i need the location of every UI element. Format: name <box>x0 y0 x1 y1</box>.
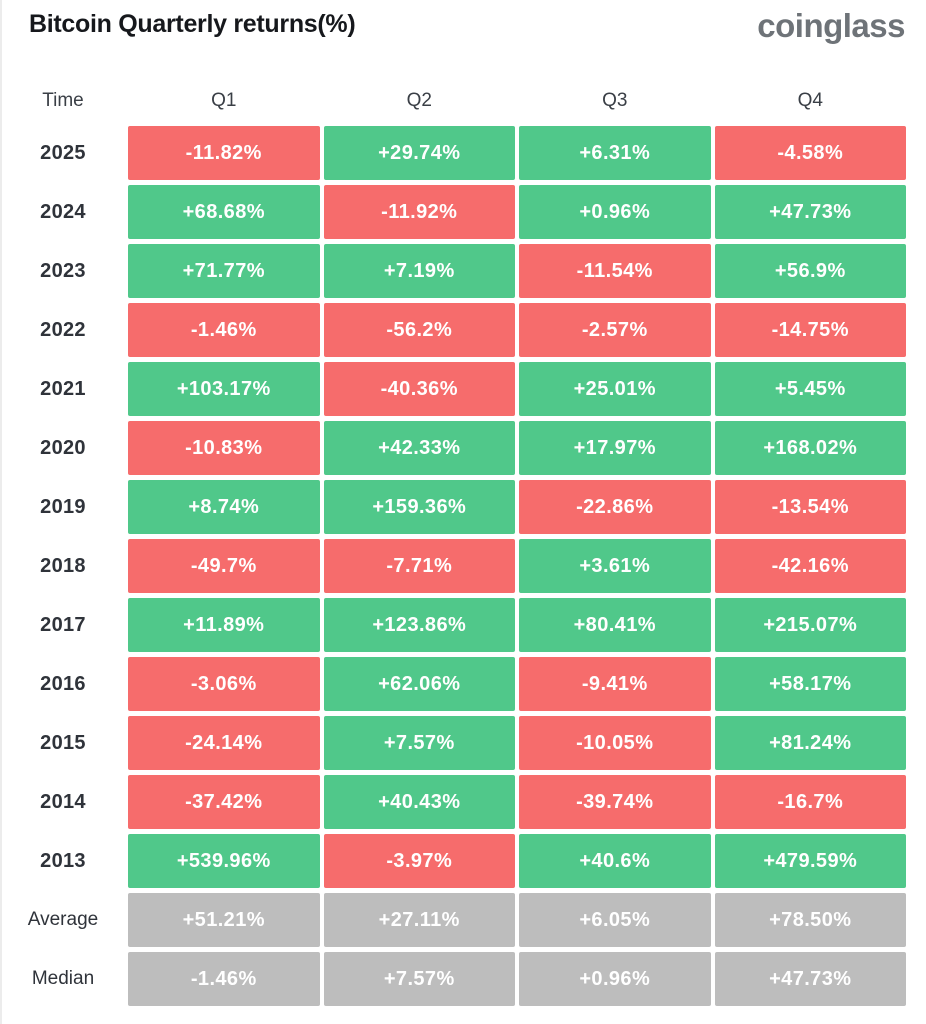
row-label: 2025 <box>40 141 86 164</box>
return-cell: -11.92% <box>323 185 515 239</box>
return-cell: +47.73% <box>714 185 906 239</box>
row-label: 2016 <box>40 672 86 695</box>
column-header-q1: Q1 <box>211 90 237 111</box>
return-cell: -10.05% <box>519 716 711 770</box>
return-cell: -4.58% <box>714 126 906 180</box>
column-header-q2: Q2 <box>406 90 432 111</box>
row-label: 2022 <box>40 318 86 341</box>
return-cell: +7.57% <box>323 716 515 770</box>
return-cell: -13.54% <box>714 480 906 534</box>
row-label: 2018 <box>40 554 86 577</box>
return-cell: +103.17% <box>128 362 320 416</box>
return-cell: -11.54% <box>519 244 711 298</box>
row-label: 2021 <box>40 377 86 400</box>
return-cell: +6.05% <box>519 893 711 947</box>
return-cell: -3.97% <box>323 834 515 888</box>
return-cell: -56.2% <box>323 303 515 357</box>
return-cell: +539.96% <box>128 834 320 888</box>
row-label: 2019 <box>40 495 86 518</box>
return-cell: +51.21% <box>128 893 320 947</box>
return-cell: +25.01% <box>519 362 711 416</box>
return-cell: +78.50% <box>714 893 906 947</box>
return-cell: +123.86% <box>323 598 515 652</box>
column-header-time: Time <box>42 90 84 111</box>
return-cell: +168.02% <box>714 421 906 475</box>
page-title: Bitcoin Quarterly returns(%) <box>29 10 356 38</box>
row-label: 2013 <box>40 849 86 872</box>
return-cell: -16.7% <box>714 775 906 829</box>
row-label: 2020 <box>40 436 86 459</box>
row-label: 2017 <box>40 613 86 636</box>
return-cell: +0.96% <box>519 185 711 239</box>
row-label: Average <box>27 909 99 930</box>
row-label: Median <box>31 968 95 989</box>
return-cell: +7.57% <box>323 952 515 1006</box>
returns-table: Time Q1 Q2 Q3 Q4 2025 -11.82% +29.74% +6.31… <box>2 81 906 1006</box>
return-cell: +27.11% <box>323 893 515 947</box>
return-cell: -7.71% <box>323 539 515 593</box>
return-cell: +159.36% <box>323 480 515 534</box>
return-cell: +40.43% <box>323 775 515 829</box>
return-cell: -14.75% <box>714 303 906 357</box>
return-cell: -10.83% <box>128 421 320 475</box>
coinglass-logo[interactable]: coinglass <box>757 7 905 44</box>
return-cell: +0.96% <box>519 952 711 1006</box>
return-cell: +479.59% <box>714 834 906 888</box>
return-cell: +42.33% <box>323 421 515 475</box>
return-cell: +5.45% <box>714 362 906 416</box>
return-cell: +7.19% <box>323 244 515 298</box>
return-cell: +58.17% <box>714 657 906 711</box>
return-cell: +215.07% <box>714 598 906 652</box>
return-cell: -42.16% <box>714 539 906 593</box>
return-cell: +40.6% <box>519 834 711 888</box>
return-cell: +29.74% <box>323 126 515 180</box>
return-cell: +81.24% <box>714 716 906 770</box>
return-cell: -9.41% <box>519 657 711 711</box>
return-cell: -1.46% <box>128 303 320 357</box>
return-cell: -11.82% <box>128 126 320 180</box>
column-header-q4: Q4 <box>797 90 823 111</box>
return-cell: -37.42% <box>128 775 320 829</box>
return-cell: -24.14% <box>128 716 320 770</box>
row-label: 2024 <box>40 200 86 223</box>
return-cell: +80.41% <box>519 598 711 652</box>
return-cell: +56.9% <box>714 244 906 298</box>
return-cell: +11.89% <box>128 598 320 652</box>
return-cell: +6.31% <box>519 126 711 180</box>
return-cell: -39.74% <box>519 775 711 829</box>
return-cell: -22.86% <box>519 480 711 534</box>
return-cell: +17.97% <box>519 421 711 475</box>
return-cell: -1.46% <box>128 952 320 1006</box>
return-cell: +71.77% <box>128 244 320 298</box>
return-cell: +62.06% <box>323 657 515 711</box>
column-header-q3: Q3 <box>602 90 628 111</box>
row-label: 2023 <box>40 259 86 282</box>
return-cell: +3.61% <box>519 539 711 593</box>
return-cell: +68.68% <box>128 185 320 239</box>
return-cell: +8.74% <box>128 480 320 534</box>
return-cell: -49.7% <box>128 539 320 593</box>
return-cell: -3.06% <box>128 657 320 711</box>
row-label: 2015 <box>40 731 86 754</box>
return-cell: +47.73% <box>714 952 906 1006</box>
row-label: 2014 <box>40 790 86 813</box>
return-cell: -2.57% <box>519 303 711 357</box>
return-cell: -40.36% <box>323 362 515 416</box>
widget-header: Bitcoin Quarterly returns(%) coinglass <box>2 0 926 50</box>
